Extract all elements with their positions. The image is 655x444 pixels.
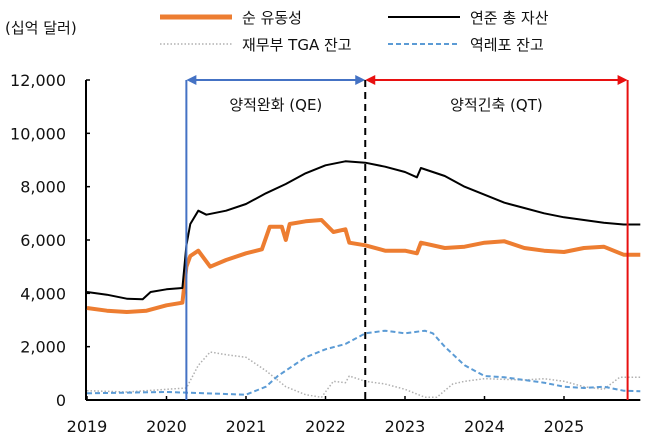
x-tick-label: 2024 <box>464 417 505 436</box>
annotation-label-1: 양적긴축 (QT) <box>450 96 543 114</box>
x-tick-label: 2021 <box>226 417 267 436</box>
y-tick-label: 2,000 <box>20 338 66 357</box>
x-tick-label: 2023 <box>385 417 426 436</box>
legend-label-rrp: 역레포 잔고 <box>470 36 544 54</box>
y-tick-label: 4,000 <box>20 284 66 303</box>
arrowhead-right-0 <box>355 75 366 85</box>
series-line-3 <box>86 329 641 396</box>
y-tick-label: 8,000 <box>20 178 66 197</box>
arrowhead-left-1 <box>365 75 376 85</box>
arrowhead-left-0 <box>186 75 197 85</box>
series-line-2 <box>86 351 641 399</box>
y-tick-label: 10,000 <box>10 124 66 143</box>
annotation-label-0: 양적완화 (QE) <box>229 96 322 114</box>
y-tick-label: 6,000 <box>20 231 66 250</box>
x-tick-label: 2022 <box>305 417 346 436</box>
legend-label-tga: 재무부 TGA 잔고 <box>242 36 352 54</box>
x-tick-label: 2019 <box>67 417 108 436</box>
unit-label: (십억 달러) <box>5 19 77 37</box>
y-tick-label: 12,000 <box>10 71 66 90</box>
y-tick-label: 0 <box>56 391 66 410</box>
arrowhead-right-1 <box>617 75 628 85</box>
x-tick-label: 2020 <box>146 417 187 436</box>
legend: 순 유동성 연준 총 자산 재무부 TGA 잔고 역레포 잔고 <box>160 9 549 54</box>
legend-label-net-liquidity: 순 유동성 <box>242 9 302 27</box>
legend-label-fed-assets: 연준 총 자산 <box>470 9 549 27</box>
x-tick-label: 2025 <box>544 417 585 436</box>
series-line-1 <box>86 160 641 301</box>
series-line-0 <box>86 218 641 314</box>
